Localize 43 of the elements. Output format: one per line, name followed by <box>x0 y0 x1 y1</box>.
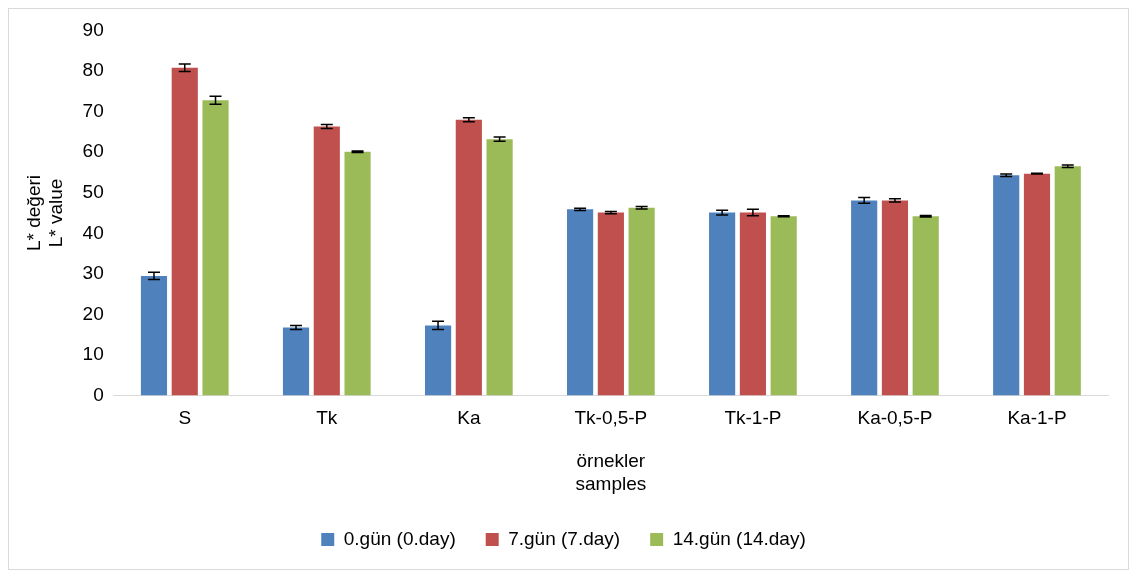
x-tick-label: Ka <box>457 407 481 429</box>
bar <box>881 200 909 396</box>
x-tick-label: Tk <box>316 407 338 429</box>
bar <box>486 139 513 396</box>
bar <box>597 212 624 396</box>
bar <box>912 216 939 396</box>
bar <box>709 212 736 396</box>
x-tick-label: Tk-0,5-P <box>574 407 648 429</box>
y-tick-label: 30 <box>82 262 104 284</box>
bar <box>851 200 878 396</box>
y-axis-title: L* değeri L* value <box>22 174 67 252</box>
bar <box>202 100 229 396</box>
bar <box>1023 173 1051 396</box>
y-tick-label: 70 <box>82 99 104 121</box>
x-tick-label: Ka-0,5-P <box>857 407 933 429</box>
bar <box>770 216 797 396</box>
bar <box>1054 166 1081 396</box>
x-tick-label: S <box>178 407 192 429</box>
bar <box>140 275 168 396</box>
legend-label: 7.gün (7.day) <box>508 527 621 549</box>
y-tick-label: 10 <box>82 343 104 365</box>
bar <box>282 327 310 396</box>
y-tick-label: 40 <box>82 221 104 243</box>
bar <box>739 212 766 396</box>
y-tick-label: 80 <box>82 59 104 81</box>
y-tick-label: 0 <box>93 383 104 405</box>
bar <box>313 126 340 396</box>
bar <box>344 151 371 396</box>
legend-label: 0.gün (0.day) <box>343 527 456 549</box>
x-tick-label: Tk-1-P <box>724 407 782 429</box>
bar <box>993 175 1020 396</box>
bar <box>424 325 452 396</box>
y-tick-label: 20 <box>82 302 104 324</box>
x-axis-title: örnekler samples <box>575 450 647 494</box>
bar <box>455 119 482 396</box>
bar <box>628 207 655 396</box>
legend-label: 14.gün (14.day) <box>672 527 806 549</box>
y-tick-label: 60 <box>82 140 104 162</box>
bar <box>171 67 198 396</box>
y-tick-label: 50 <box>82 180 104 202</box>
x-tick-label: Ka-1-P <box>1007 407 1067 429</box>
bar <box>567 209 594 396</box>
y-tick-label: 90 <box>82 18 104 40</box>
